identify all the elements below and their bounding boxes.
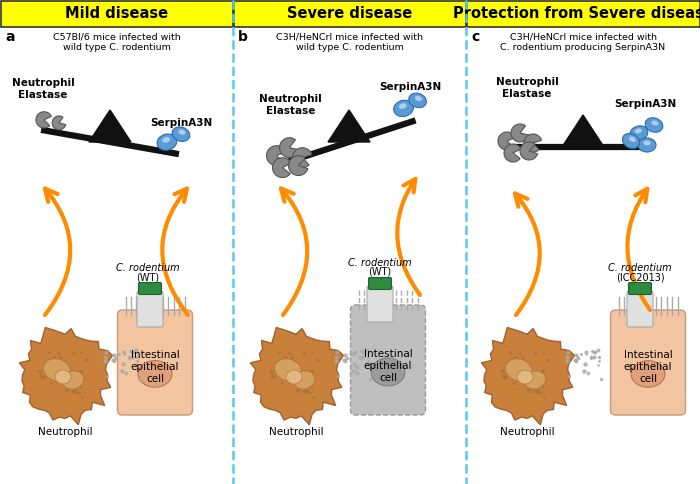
- FancyBboxPatch shape: [610, 310, 685, 415]
- Text: (WT): (WT): [136, 272, 160, 282]
- Ellipse shape: [415, 96, 422, 101]
- Wedge shape: [52, 116, 66, 130]
- Wedge shape: [288, 156, 308, 176]
- Text: C. rodentium: C. rodentium: [608, 263, 672, 273]
- Ellipse shape: [172, 127, 190, 141]
- Text: C3H/HeNCrl mice infected with
wild type C. rodentium: C3H/HeNCrl mice infected with wild type …: [276, 33, 423, 52]
- Text: Neutrophil: Neutrophil: [269, 427, 323, 437]
- Ellipse shape: [371, 358, 405, 386]
- Text: Severe disease: Severe disease: [287, 6, 412, 21]
- Ellipse shape: [293, 371, 315, 389]
- Text: C. rodentium: C. rodentium: [116, 263, 180, 273]
- Ellipse shape: [43, 359, 71, 381]
- Wedge shape: [36, 112, 51, 128]
- Polygon shape: [328, 110, 370, 142]
- Ellipse shape: [630, 126, 648, 140]
- Polygon shape: [482, 328, 575, 425]
- Text: Protection from Severe disease: Protection from Severe disease: [453, 6, 700, 21]
- Wedge shape: [279, 138, 299, 157]
- Ellipse shape: [393, 100, 414, 117]
- Polygon shape: [251, 328, 344, 425]
- FancyBboxPatch shape: [137, 291, 163, 327]
- Text: Intestinal
epithelial
cell: Intestinal epithelial cell: [624, 350, 673, 384]
- Wedge shape: [511, 124, 528, 142]
- Text: b: b: [238, 30, 248, 44]
- Text: Neutrophil: Neutrophil: [38, 427, 92, 437]
- Ellipse shape: [138, 361, 172, 387]
- Ellipse shape: [55, 370, 71, 384]
- Ellipse shape: [622, 134, 640, 149]
- Wedge shape: [520, 142, 538, 160]
- FancyBboxPatch shape: [1, 0, 232, 27]
- Ellipse shape: [505, 359, 533, 381]
- Ellipse shape: [286, 370, 302, 384]
- Ellipse shape: [157, 134, 177, 151]
- FancyBboxPatch shape: [627, 291, 653, 327]
- Ellipse shape: [643, 140, 650, 145]
- Ellipse shape: [635, 128, 642, 134]
- Ellipse shape: [409, 93, 426, 107]
- FancyBboxPatch shape: [118, 310, 192, 415]
- Wedge shape: [293, 148, 312, 167]
- Wedge shape: [504, 144, 521, 162]
- FancyBboxPatch shape: [234, 0, 466, 27]
- Ellipse shape: [274, 359, 302, 381]
- Wedge shape: [272, 158, 291, 178]
- Ellipse shape: [162, 137, 170, 143]
- Ellipse shape: [399, 103, 407, 109]
- Text: C. rodentium: C. rodentium: [348, 258, 412, 268]
- Text: Intestinal
epithelial
cell: Intestinal epithelial cell: [363, 349, 412, 382]
- Text: a: a: [5, 30, 15, 44]
- Wedge shape: [524, 134, 542, 152]
- FancyBboxPatch shape: [139, 283, 162, 294]
- Text: SerpinA3N: SerpinA3N: [379, 82, 442, 92]
- Polygon shape: [562, 115, 604, 147]
- Text: c: c: [471, 30, 480, 44]
- Text: SerpinA3N: SerpinA3N: [614, 99, 676, 109]
- Text: SerpinA3N: SerpinA3N: [150, 118, 212, 128]
- Polygon shape: [20, 328, 113, 425]
- Text: C3H/HeNCrl mice infected with
C. rodentium producing SerpinA3N: C3H/HeNCrl mice infected with C. rodenti…: [500, 33, 666, 52]
- Ellipse shape: [62, 371, 84, 389]
- Ellipse shape: [517, 370, 533, 384]
- Text: Neutrophil
Elastase: Neutrophil Elastase: [496, 77, 559, 99]
- FancyBboxPatch shape: [351, 305, 426, 415]
- FancyBboxPatch shape: [629, 283, 652, 294]
- Ellipse shape: [178, 130, 186, 135]
- Text: Mild disease: Mild disease: [65, 6, 168, 21]
- Wedge shape: [267, 146, 286, 166]
- FancyBboxPatch shape: [368, 277, 391, 289]
- Ellipse shape: [645, 118, 663, 132]
- Text: (WT): (WT): [368, 267, 391, 277]
- FancyBboxPatch shape: [367, 286, 393, 322]
- Text: Neutrophil
Elastase: Neutrophil Elastase: [12, 78, 74, 100]
- FancyBboxPatch shape: [466, 0, 699, 27]
- Text: Intestinal
epithelial
cell: Intestinal epithelial cell: [131, 350, 179, 384]
- Ellipse shape: [631, 361, 665, 387]
- Text: C57Bl/6 mice infected with
wild type C. rodentium: C57Bl/6 mice infected with wild type C. …: [52, 33, 181, 52]
- Ellipse shape: [629, 136, 636, 142]
- Ellipse shape: [524, 371, 546, 389]
- Text: (ICC2013): (ICC2013): [616, 272, 664, 282]
- Wedge shape: [498, 132, 515, 150]
- Text: Neutrophil: Neutrophil: [500, 427, 554, 437]
- Polygon shape: [89, 110, 131, 142]
- Text: Neutrophil
Elastase: Neutrophil Elastase: [259, 94, 322, 116]
- Ellipse shape: [638, 138, 656, 152]
- Ellipse shape: [652, 121, 659, 126]
